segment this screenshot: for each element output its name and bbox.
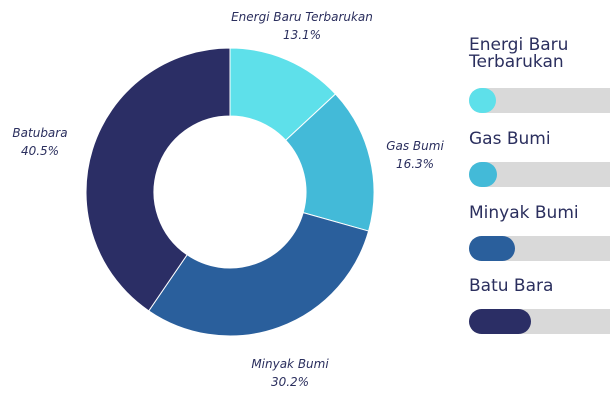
slice-minyak-bumi — [148, 211, 370, 337]
slice-label-name: Batubara — [12, 126, 67, 140]
slice-label-name: Energi Baru Terbarukan — [231, 10, 373, 24]
slice-batubara — [85, 47, 231, 312]
slice-label-value: 13.1% — [283, 28, 321, 42]
slice-label-name: Gas Bumi — [386, 139, 444, 153]
slice-label-name: Minyak Bumi — [251, 357, 329, 371]
slice-label-value: 16.3% — [396, 157, 434, 171]
donut-slices — [85, 47, 375, 337]
slice-label-value: 30.2% — [271, 375, 309, 389]
slice-labels: Energi Baru Terbarukan 13.1% Gas Bumi 16.3%… — [12, 10, 444, 389]
slice-label-value: 40.5% — [21, 144, 59, 158]
